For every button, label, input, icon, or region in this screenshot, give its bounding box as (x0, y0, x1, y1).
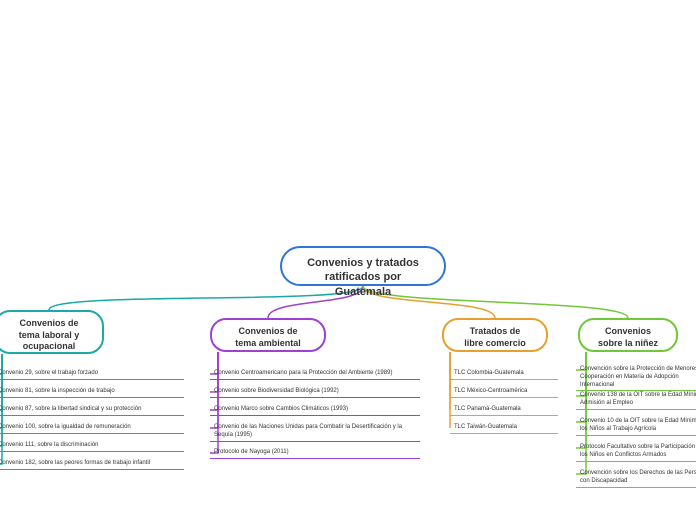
branch-ninez: Conveniossobre la niñez (578, 318, 678, 352)
leaf-ninez-2: Convenio 10 de la OIT sobre la Edad Míni… (576, 416, 696, 436)
leaf-comercio-3: TLC Taiwán-Guatemala (450, 422, 558, 434)
leaf-laboral-0: Convenio 29, sobre el trabajo forzado (0, 368, 184, 380)
leaf-ninez-4: Convención sobre los Derechos de las Per… (576, 468, 696, 488)
leaf-laboral-1: Convenio 81, sobre la inspección de trab… (0, 386, 184, 398)
leaf-comercio-0: TLC Colombia-Guatemala (450, 368, 558, 380)
leaf-laboral-4: Convenio 111, sobre la discriminación (0, 440, 184, 452)
leaf-ninez-1: Convenio 138 de la OIT sobre la Edad Mín… (576, 390, 696, 410)
leaf-ninez-0: Convención sobre la Protección de Menore… (576, 364, 696, 391)
branch-ambiental: Convenios detema ambiental (210, 318, 326, 352)
leaf-ambiental-0: Convenio Centroamericano para la Protecc… (210, 368, 420, 380)
leaf-laboral-5: Convenio 182, sobre las peores formas de… (0, 458, 184, 470)
leaf-laboral-3: Convenio 100, sobre la igualdad de remun… (0, 422, 184, 434)
leaf-comercio-1: TLC México-Centroamérica (450, 386, 558, 398)
leaf-ambiental-2: Convenio Marco sobre Cambios Climáticos … (210, 404, 420, 416)
branch-comercio: Tratados delibre comercio (442, 318, 548, 352)
leaf-laboral-2: Convenio 87, sobre la libertad sindical … (0, 404, 184, 416)
leaf-comercio-2: TLC Panamá-Guatemala (450, 404, 558, 416)
branch-laboral: Convenios detema laboral yocupacional (0, 310, 104, 354)
leaf-ambiental-4: Protocolo de Nayoga (2011) (210, 447, 420, 459)
leaf-ambiental-3: Convenio de las Naciones Unidas para Com… (210, 422, 420, 442)
root-node: Convenios y tratadosratificados por Guat… (280, 246, 446, 286)
leaf-ambiental-1: Convenio sobre Biodiversidad Biológica (… (210, 386, 420, 398)
leaf-ninez-3: Protocolo Facultativo sobre la Participa… (576, 442, 696, 462)
